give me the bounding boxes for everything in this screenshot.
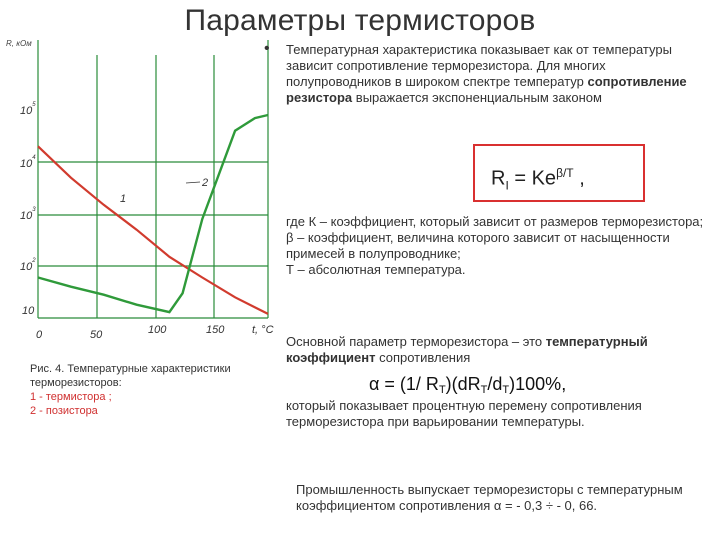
formula-resistance: RI = Keβ/T , bbox=[473, 144, 645, 202]
caption-item-1: 1 - термистора ; bbox=[30, 391, 112, 403]
thermistor-chart: R, кОм 105 104 103 102 10 0 50 100 150 t… bbox=[6, 39, 274, 341]
page-title: Параметры термисторов bbox=[184, 4, 536, 37]
y-axis-label: R, кОм bbox=[6, 39, 32, 48]
para-2-line-1: где К – коэффициент, который зависит от … bbox=[286, 214, 704, 229]
para-1-text-b: выражается экспоненциальным законом bbox=[352, 90, 602, 105]
para-1: Температурная характеристика показывает … bbox=[286, 42, 714, 106]
para-2-line-3: Т – абсолютная температура. bbox=[286, 262, 466, 277]
bullet: • bbox=[264, 40, 270, 57]
x-tick-150: 150 bbox=[206, 324, 225, 336]
formula-alpha-s2: T bbox=[480, 384, 488, 396]
para-1-text-a: Температурная характеристика показывает … bbox=[286, 42, 672, 89]
formula-rt-base: R bbox=[491, 167, 506, 190]
caption-title: Рис. 4. Температурные характеристики тер… bbox=[30, 363, 231, 389]
para-5: Промышленность выпускает терморезисторы … bbox=[296, 482, 683, 513]
para-1-bold: сопротивление резистора bbox=[286, 74, 687, 105]
y-tick-1e3: 103 bbox=[20, 207, 36, 222]
para-2: где К – коэффициент, который зависит от … bbox=[286, 214, 714, 278]
x-tick-50: 50 bbox=[90, 329, 103, 341]
para-3: Основной параметр терморезистора – это т… bbox=[286, 334, 714, 366]
curve-2-posistor bbox=[37, 113, 269, 314]
formula-rt-rest: = Ke bbox=[508, 167, 557, 190]
formula-alpha-c: /d bbox=[487, 374, 503, 394]
para-4: который показывает процентную перемену с… bbox=[286, 398, 642, 429]
formula-alpha-a: α = (1/ R bbox=[369, 374, 439, 394]
chart-grid bbox=[37, 40, 269, 319]
formula-alpha-s3: T bbox=[502, 384, 510, 396]
para-3-bold: температурный коэффициент bbox=[286, 334, 648, 365]
x-tick-0: 0 bbox=[36, 329, 43, 341]
para-3-text-b: сопротивления bbox=[375, 350, 471, 365]
formula-rt-sup: β/T bbox=[556, 166, 574, 180]
formula-alpha: α = (1/ RT)(dRT/dT)100%, bbox=[369, 374, 566, 396]
formula-alpha-b: )(dR bbox=[445, 374, 481, 394]
formula-alpha-s1: T bbox=[438, 384, 446, 396]
formula-alpha-d: )100%, bbox=[509, 374, 567, 394]
curve-label-1: 1 bbox=[120, 193, 126, 205]
y-ticks: 105 104 103 102 10 bbox=[20, 102, 36, 317]
formula-rt-sub: I bbox=[505, 178, 509, 193]
y-tick-10: 10 bbox=[22, 305, 35, 317]
figure-caption: Рис. 4. Температурные характеристики тер… bbox=[30, 362, 260, 418]
curve-label-2: 2 bbox=[201, 177, 208, 189]
curve-1-thermistor bbox=[37, 145, 269, 315]
y-tick-1e4: 104 bbox=[20, 155, 36, 170]
x-ticks: 0 50 100 150 t, °C bbox=[36, 324, 274, 341]
x-tick-100: 100 bbox=[148, 324, 167, 336]
x-unit: t, °C bbox=[252, 324, 274, 336]
para-2-line-2: β – коэффициент, величина которого завис… bbox=[286, 230, 670, 261]
para-3-text-a: Основной параметр терморезистора – это bbox=[286, 334, 546, 349]
caption-item-2: 2 - позистора bbox=[30, 405, 98, 417]
y-tick-1e2: 102 bbox=[20, 258, 36, 273]
formula-rt-end: , bbox=[573, 167, 585, 190]
y-tick-1e5: 105 bbox=[20, 102, 36, 117]
curve-label-2-leader bbox=[185, 181, 201, 184]
